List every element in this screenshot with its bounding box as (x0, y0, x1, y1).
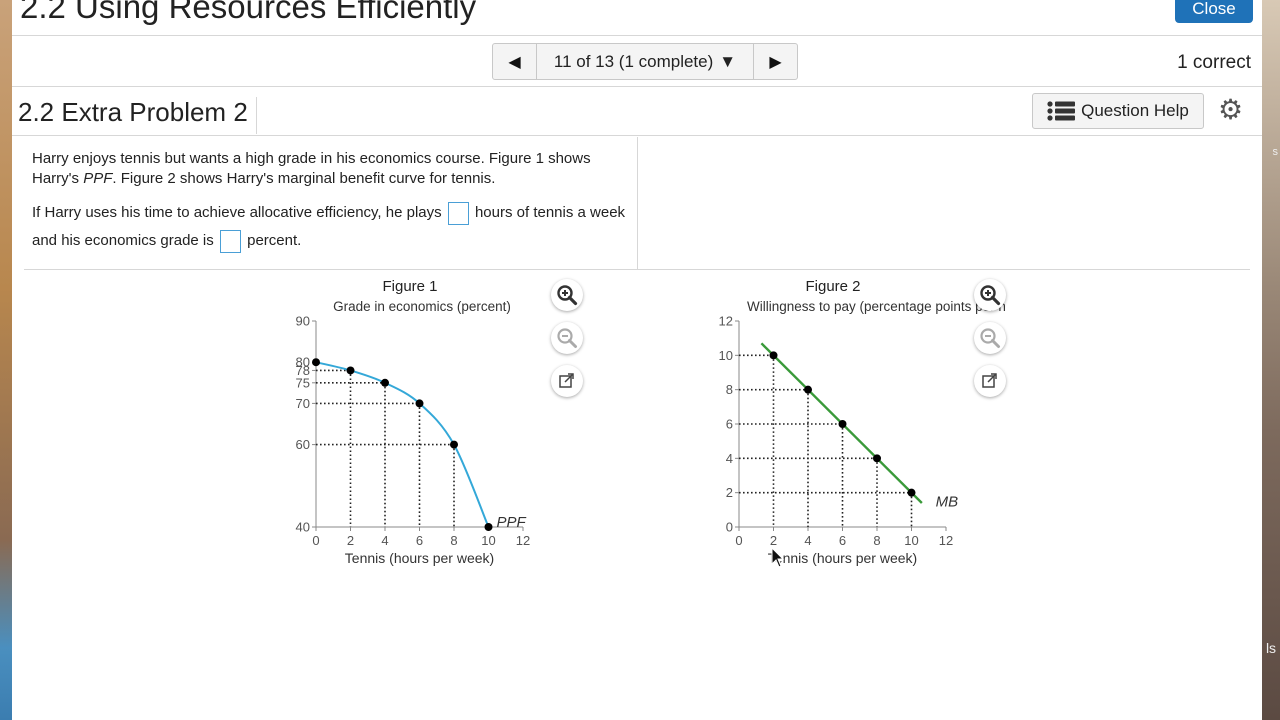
x-tick-label: 8 (873, 533, 880, 548)
y-axis-label: Grade in economics (percent) (333, 299, 511, 314)
caret-down-icon: ▼ (719, 51, 737, 71)
figure-1-zoom-out-button[interactable] (551, 322, 583, 354)
figure-1-open-external-button[interactable] (551, 365, 583, 397)
question-help-label: Question Help (1081, 101, 1189, 120)
title-bar: 2.2 Using Resources Efficiently Close (12, 0, 1262, 36)
x-axis-label: Tennis (hours per week) (768, 550, 917, 566)
next-question-button[interactable]: ▶ (753, 44, 797, 79)
zoom-out-icon (980, 328, 1000, 348)
x-tick-label: 4 (381, 533, 388, 548)
y-tick-label: 2 (726, 485, 733, 500)
y-tick-label: 90 (296, 314, 310, 329)
problem-header: 2.2 Extra Problem 2 Question Help ⚙ (12, 87, 1262, 136)
x-tick-label: 0 (735, 533, 742, 548)
y-tick-label: 70 (296, 396, 310, 411)
data-point (769, 351, 778, 360)
desktop-background-right (1262, 0, 1280, 720)
question-paragraph-1: Harry enjoys tennis but wants a high gra… (32, 149, 637, 189)
x-tick-label: 2 (347, 533, 354, 548)
zoom-out-icon (557, 328, 577, 348)
y-tick-label: 10 (719, 348, 733, 363)
y-tick-label: 80 (296, 355, 310, 370)
problem-title: 2.2 Extra Problem 2 (18, 97, 257, 134)
data-point (450, 440, 458, 449)
data-point (907, 488, 916, 497)
x-tick-label: 6 (839, 533, 846, 548)
x-tick-label: 4 (804, 533, 811, 548)
question-paragraph-2: If Harry uses his time to achieve alloca… (32, 199, 637, 255)
list-icon (1047, 101, 1076, 121)
x-tick-label: 10 (481, 533, 495, 548)
y-tick-label: 75 (296, 375, 310, 390)
figure-2-zoom-in-button[interactable] (974, 279, 1006, 311)
question-text-part: Harry enjoys tennis but wants a high gra… (32, 150, 591, 187)
ppf-curve (315, 361, 490, 528)
zoom-in-icon (980, 285, 1001, 306)
data-point (838, 420, 847, 428)
figure-1-zoom-in-button[interactable] (551, 279, 583, 311)
data-point (381, 378, 389, 387)
x-tick-label: 2 (770, 533, 777, 548)
data-point (312, 358, 320, 367)
desktop-edge-text: ls (1265, 640, 1277, 656)
x-axis-label: Tennis (hours per week) (345, 550, 494, 566)
triangle-right-icon: ▶ (769, 53, 782, 71)
x-tick-label: 6 (416, 533, 423, 548)
window-title: 2.2 Using Resources Efficiently (20, 0, 477, 25)
y-tick-label: 40 (296, 520, 310, 535)
question-position: 11 of 13 (1 complete) (553, 51, 714, 71)
figure-1-ppf-chart: Figure 1 Grade in economics (percent) Tenn… (296, 278, 531, 566)
figure-2-mb-chart: Figure 2 Willingness to pay (percentage p… (719, 278, 1006, 566)
x-tick-label: 12 (939, 533, 953, 548)
question-navigator: ◀ 11 of 13 (1 complete) ▼ ▶ (492, 43, 798, 80)
data-point (484, 523, 493, 531)
chart-title: Figure 2 (805, 278, 860, 295)
y-tick-label: 12 (719, 314, 733, 329)
question-text: Harry enjoys tennis but wants a high gra… (24, 137, 638, 269)
x-tick-label: 12 (516, 533, 530, 548)
tennis-hours-answer-input[interactable] (447, 201, 469, 225)
mouse-pointer-icon (771, 547, 785, 568)
settings-gear-icon[interactable]: ⚙ (1218, 94, 1244, 125)
y-tick-label: 6 (726, 417, 733, 432)
question-navigator-row: ◀ 11 of 13 (1 complete) ▼ ▶ 1 correct (12, 36, 1262, 87)
data-point (346, 366, 355, 375)
x-tick-label: 0 (312, 533, 319, 548)
external-link-icon (559, 373, 574, 388)
homework-window: 2.2 Using Resources Efficiently Close ◀ … (12, 0, 1262, 720)
external-link-icon (982, 373, 997, 388)
curve-label: PPF (497, 514, 527, 531)
question-text-part: hours of tennis a week and his economics… (32, 204, 626, 249)
desktop-edge-char: s (1272, 146, 1279, 158)
y-tick-label: 60 (296, 437, 310, 452)
curve-label: MB (936, 493, 959, 510)
y-tick-label: 4 (726, 451, 733, 466)
question-text-part: If Harry uses his time to achieve alloca… (32, 204, 446, 221)
question-text-emphasis: PPF (83, 170, 113, 187)
close-button[interactable]: Close (1175, 0, 1253, 23)
econ-grade-answer-input[interactable] (219, 229, 241, 253)
question-text-part: percent. (242, 232, 302, 249)
y-tick-label: 78 (296, 363, 310, 378)
data-point (415, 399, 424, 408)
y-axis-label: Willingness to pay (percentage points pe… (747, 299, 1006, 314)
question-help-button[interactable]: Question Help (1032, 93, 1204, 129)
figure-2-zoom-out-button[interactable] (974, 322, 1006, 354)
previous-question-button[interactable]: ◀ (493, 44, 537, 79)
triangle-left-icon: ◀ (508, 53, 521, 71)
figure-2-open-external-button[interactable] (974, 365, 1006, 397)
chart-title: Figure 1 (382, 278, 437, 295)
score-status: 1 correct (1177, 52, 1251, 73)
y-tick-label: 8 (726, 382, 733, 397)
question-text-part: . Figure 2 shows Harry's marginal benefi… (112, 170, 496, 187)
data-point (804, 385, 812, 394)
data-point (873, 454, 881, 463)
question-selector-dropdown[interactable]: 11 of 13 (1 complete) ▼ (537, 44, 753, 79)
y-tick-label: 0 (726, 520, 733, 535)
zoom-in-icon (557, 285, 578, 306)
x-tick-label: 8 (450, 533, 457, 548)
desktop-background-left (0, 0, 12, 720)
x-tick-label: 10 (904, 533, 918, 548)
section-divider (24, 269, 1250, 270)
